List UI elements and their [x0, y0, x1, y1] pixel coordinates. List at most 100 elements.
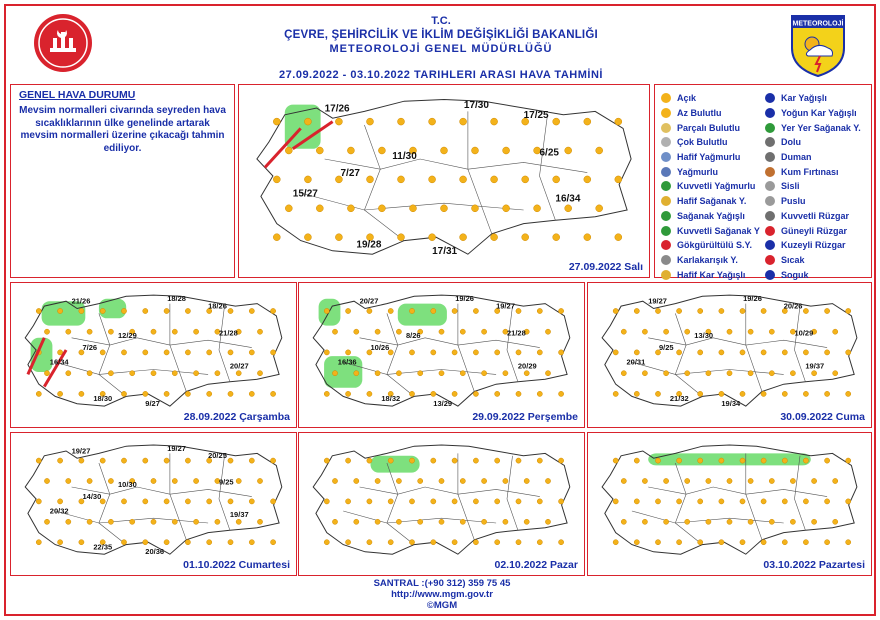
sun-icon [214, 370, 221, 377]
sun-icon [697, 349, 704, 356]
sun-icon [409, 539, 415, 546]
sun-icon [193, 370, 199, 377]
sun-icon [387, 498, 394, 505]
sun-icon [655, 391, 661, 397]
sun-icon [163, 349, 170, 356]
region-border [506, 306, 519, 382]
sun-icon [768, 370, 775, 377]
legend-column-1: Açık Az Bulutlu Parçalı Bulutlu Çok Bulutlu… [661, 91, 760, 282]
temperature-label: 20/26 [784, 302, 803, 311]
temperature-label: 18/28 [167, 294, 186, 303]
legend-item: Açık [661, 91, 760, 106]
sun-icon [473, 308, 479, 314]
sun-icon [811, 370, 817, 377]
sun-icon [396, 328, 402, 335]
region-border [745, 303, 763, 392]
sun-icon [171, 370, 178, 377]
sun-icon [614, 233, 623, 241]
legend-box: Açık Az Bulutlu Parçalı Bulutlu Çok Bulutlu… [654, 84, 872, 280]
legend-item: Karlakarışık Y. [661, 253, 760, 268]
sun-icon [345, 498, 351, 505]
sun-icon [595, 146, 603, 155]
sun-icon [536, 498, 543, 505]
region-border [386, 313, 415, 397]
sun-icon [78, 308, 85, 314]
sun-icon [552, 117, 560, 126]
turkey-map [601, 444, 858, 555]
sun-icon [257, 478, 263, 484]
sun-icon [440, 204, 448, 213]
legend-item-label: Kuzeyli Rüzgar [781, 240, 846, 251]
sun-icon [409, 204, 417, 213]
sun-icon [335, 175, 343, 184]
sun-icon [747, 518, 754, 525]
hot-thermometer-icon [765, 254, 775, 265]
sun-icon [558, 391, 564, 397]
sun-icon [108, 370, 114, 377]
sun-icon [471, 146, 479, 155]
sun-icon [227, 349, 234, 356]
sun-icon [347, 146, 355, 155]
sun-icon [206, 539, 213, 546]
sun-icon [552, 175, 560, 184]
sun-icon [760, 349, 767, 356]
sun-icon [663, 478, 669, 484]
legend-item: Kar Yağışlı [765, 91, 861, 106]
legend-item-label: Karlakarışık Y. [677, 254, 738, 265]
legend-item: Hafif Sağanak Y. [661, 194, 760, 209]
temperature-label: 12/29 [118, 331, 137, 340]
rain-zone [41, 301, 86, 326]
sun-icon [378, 146, 386, 155]
sun-icon [747, 370, 754, 377]
region-border [648, 337, 828, 348]
legend-item-label: Duman [781, 152, 812, 163]
sun-icon [323, 539, 330, 546]
sun-icon [430, 308, 437, 314]
sun-icon [78, 349, 85, 356]
legend-item: Kum Fırtınası [765, 164, 861, 179]
sun-icon [655, 498, 661, 505]
temperature-label: 14/30 [83, 492, 102, 501]
sun-icon [57, 539, 63, 546]
temperature-label: 17/25 [524, 110, 549, 121]
map-day-2: 21/26 18/28 18/26 12/29 7/26 21/28 16/34 20/27 1… [10, 282, 297, 428]
sun-icon [684, 518, 691, 525]
sun-icon [35, 391, 42, 397]
temperature-label: 10/30 [118, 480, 137, 489]
sun-icon [459, 328, 466, 335]
light-rain-icon [661, 152, 671, 163]
sun-icon [490, 233, 498, 241]
sun-icon [803, 349, 809, 356]
sun-icon [781, 457, 788, 464]
hail-icon [765, 137, 775, 148]
sun-icon [612, 349, 619, 356]
sun-icon [558, 308, 564, 314]
sun-icon [845, 349, 852, 356]
region-border [359, 337, 540, 348]
sun-icon [235, 328, 242, 335]
temperature-label: 19/37 [230, 510, 249, 519]
sun-icon [558, 457, 564, 464]
region-border [55, 361, 209, 375]
region-border [55, 510, 209, 524]
sun-icon [438, 478, 445, 484]
sun-icon [620, 478, 627, 484]
sun-icon [78, 391, 85, 397]
sun-icon [473, 391, 479, 397]
legend-item-label: Sıcak [781, 254, 805, 265]
haze-icon [765, 196, 775, 207]
sun-icon [78, 539, 85, 546]
sun-icon [304, 117, 312, 126]
sun-icon [440, 146, 448, 155]
forecast-period: 27.09.2022 - 03.10.2022 TARIHLERI ARASI … [279, 69, 603, 81]
footer-website[interactable]: http://www.mgm.gov.tr [391, 589, 493, 600]
general-weather-box: GENEL HAVA DURUMU Mevsim normalleri civa… [10, 84, 235, 278]
sun-icon [473, 498, 479, 505]
ministry-logo [34, 14, 92, 72]
sun-icon [65, 518, 72, 525]
legend-item-label: Güneyli Rüzgar [781, 225, 848, 236]
general-weather-text: Mevsim normalleri civarında seyreden hav… [19, 105, 226, 154]
sun-icon [366, 539, 373, 546]
sun-icon [781, 391, 788, 397]
sun-icon [790, 370, 796, 377]
